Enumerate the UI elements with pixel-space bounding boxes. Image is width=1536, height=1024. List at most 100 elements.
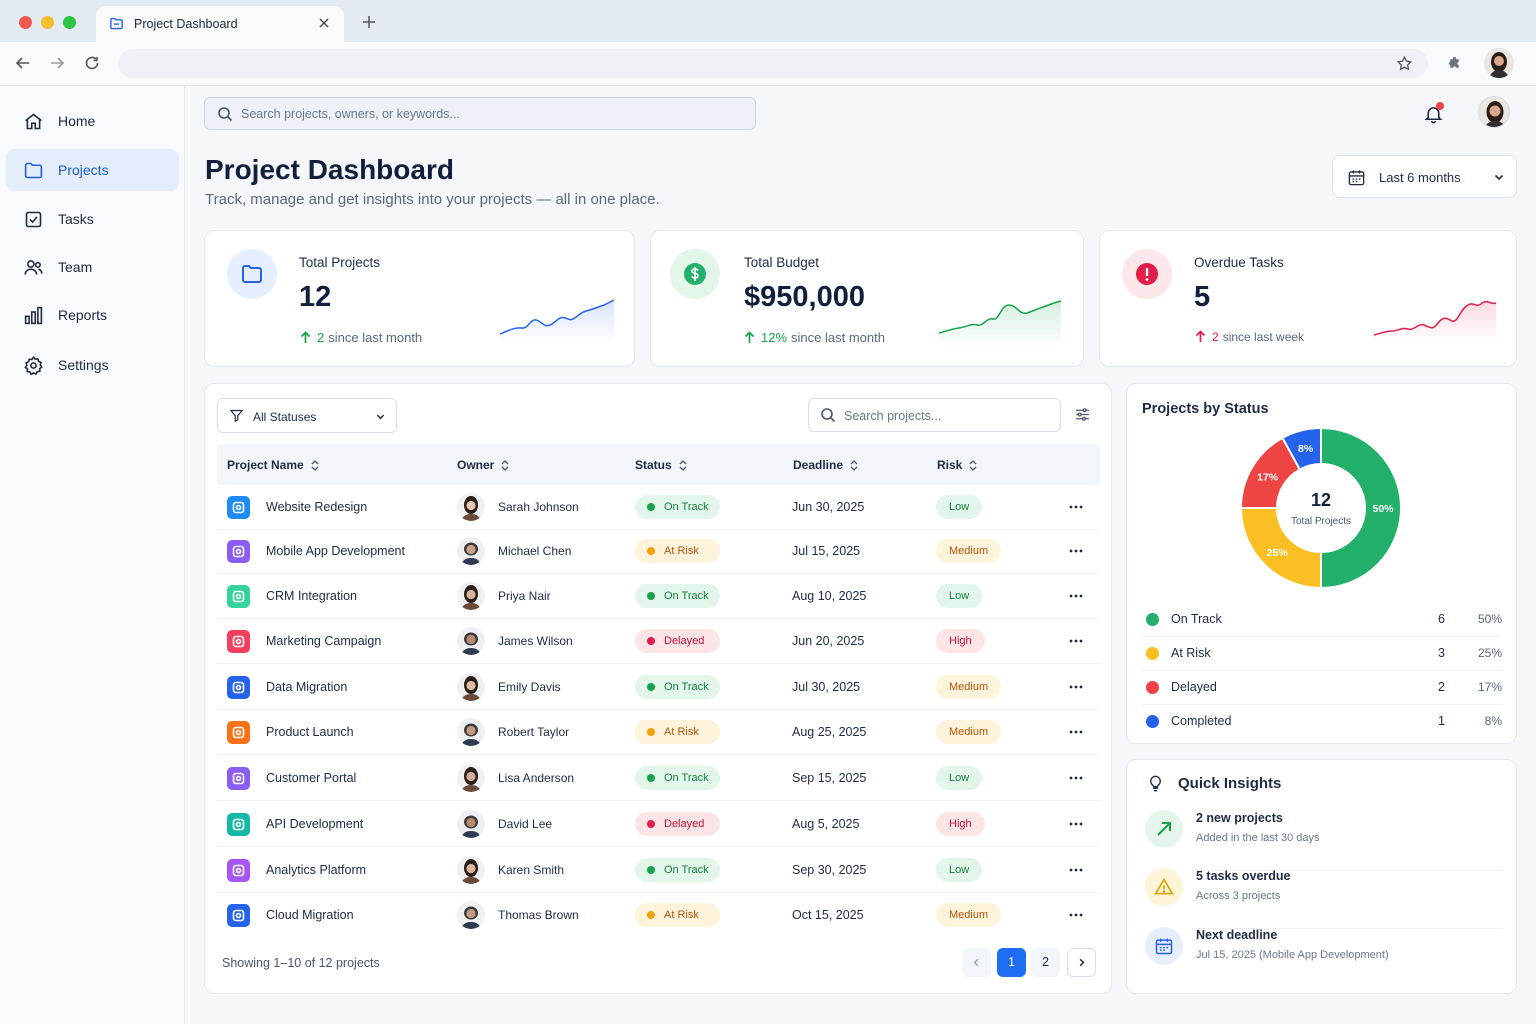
project-icon	[227, 859, 250, 882]
status-text: On Track	[664, 681, 709, 693]
date-range-select[interactable]: Last 6 months	[1332, 155, 1517, 198]
legend-percent: 17%	[1477, 680, 1502, 694]
sidebar-item-home[interactable]: Home	[6, 100, 179, 142]
column-header-status[interactable]: Status	[635, 458, 687, 472]
insight-tasks-overdue[interactable]: 5 tasks overdue Across 3 projects	[1145, 866, 1502, 922]
status-filter-select[interactable]: All Statuses	[217, 398, 397, 433]
risk-badge: Low	[936, 766, 983, 790]
back-icon[interactable]	[15, 55, 31, 71]
address-bar[interactable]	[118, 49, 1428, 78]
table-row[interactable]: Customer Portal Lisa Anderson On Track S…	[217, 756, 1100, 801]
project-name[interactable]: Website Redesign	[266, 500, 368, 514]
deadline: Sep 30, 2025	[792, 863, 867, 877]
legend-row-completed[interactable]: Completed 1 8%	[1142, 704, 1502, 738]
column-header-project-name[interactable]: Project Name	[227, 458, 319, 472]
sidebar-item-label: Tasks	[58, 211, 94, 227]
table-row[interactable]: API Development David Lee Delayed Aug 5,…	[217, 802, 1100, 847]
insight-next-deadline[interactable]: Next deadline Jul 15, 2025 (Mobile App D…	[1145, 925, 1502, 981]
more-options-icon[interactable]	[1069, 771, 1083, 785]
legend-count: 3	[1438, 646, 1445, 660]
column-label: Owner	[457, 458, 495, 472]
more-options-icon[interactable]	[1069, 725, 1083, 739]
more-options-icon[interactable]	[1069, 500, 1083, 514]
column-header-deadline[interactable]: Deadline	[793, 458, 858, 472]
project-icon	[227, 676, 250, 699]
new-tab-icon[interactable]	[362, 15, 376, 29]
prev-page-button[interactable]	[962, 948, 991, 977]
legend-percent: 50%	[1477, 612, 1502, 626]
global-search-input[interactable]: Search projects, owners, or keywords...	[204, 97, 756, 130]
table-row[interactable]: CRM Integration Priya Nair On Track Aug …	[217, 574, 1100, 619]
more-options-icon[interactable]	[1069, 680, 1083, 694]
bar-chart-icon	[23, 305, 44, 326]
divider	[1196, 928, 1502, 929]
legend-row-on-track[interactable]: On Track 6 50%	[1142, 602, 1502, 636]
sidebar-item-reports[interactable]: Reports	[6, 294, 179, 336]
owner-name: David Lee	[498, 817, 553, 831]
sidebar-item-settings[interactable]: Settings	[6, 344, 179, 386]
extensions-icon[interactable]	[1446, 55, 1463, 72]
project-name[interactable]: Product Launch	[266, 725, 354, 739]
project-name[interactable]: Analytics Platform	[266, 863, 367, 877]
column-header-owner[interactable]: Owner	[457, 458, 509, 472]
search-icon	[217, 106, 233, 122]
project-name[interactable]: Data Migration	[266, 680, 348, 694]
sidebar-item-team[interactable]: Team	[6, 246, 179, 288]
page-button-1[interactable]: 1	[997, 948, 1026, 977]
sidebar-item-projects[interactable]: Projects	[6, 149, 179, 191]
risk-badge: High	[936, 629, 985, 653]
table-row[interactable]: Product Launch Robert Taylor At Risk Aug…	[217, 710, 1100, 755]
user-avatar[interactable]	[1478, 96, 1510, 128]
table-row[interactable]: Cloud Migration Thomas Brown At Risk Oct…	[217, 893, 1100, 938]
kpi-label: Total Projects	[299, 255, 381, 270]
project-name[interactable]: API Development	[266, 817, 364, 831]
close-window-button[interactable]	[19, 16, 32, 29]
project-name[interactable]: Mobile App Development	[266, 544, 405, 558]
maximize-window-button[interactable]	[63, 16, 76, 29]
sidebar-item-tasks[interactable]: Tasks	[6, 198, 179, 240]
bookmark-star-icon[interactable]	[1396, 55, 1413, 72]
projects-by-status-card: Projects by Status 50% 25% 17% 8% 12 Total …	[1126, 383, 1517, 744]
more-options-icon[interactable]	[1069, 589, 1083, 603]
status-text: Delayed	[664, 635, 705, 647]
reload-icon[interactable]	[84, 55, 100, 71]
project-name[interactable]: Customer Portal	[266, 771, 357, 785]
donut-slice-label: 50%	[1372, 503, 1394, 515]
table-row[interactable]: Data Migration Emily Davis On Track Jul …	[217, 665, 1100, 710]
insight-new-projects[interactable]: 2 new projects Added in the last 30 days	[1145, 808, 1502, 864]
browser-tab[interactable]: Project Dashboard	[96, 6, 344, 42]
page-subtitle: Track, manage and get insights into your…	[205, 191, 660, 208]
next-page-button[interactable]	[1067, 948, 1096, 977]
table-search-input[interactable]: Search projects...	[808, 398, 1061, 432]
table-row[interactable]: Website Redesign Sarah Johnson On Track …	[217, 485, 1100, 530]
filter-icon	[229, 408, 244, 423]
divider	[1142, 704, 1502, 705]
table-row[interactable]: Marketing Campaign James Wilson Delayed …	[217, 619, 1100, 664]
column-header-risk[interactable]: Risk	[937, 458, 977, 472]
legend-row-delayed[interactable]: Delayed 2 17%	[1142, 670, 1502, 704]
project-name[interactable]: Marketing Campaign	[266, 634, 382, 648]
more-options-icon[interactable]	[1069, 817, 1083, 831]
status-text: At Risk	[664, 909, 699, 921]
project-name[interactable]: CRM Integration	[266, 589, 358, 603]
legend-row-at-risk[interactable]: At Risk 3 25%	[1142, 636, 1502, 670]
profile-avatar[interactable]	[1484, 48, 1514, 78]
more-options-icon[interactable]	[1069, 863, 1083, 877]
close-tab-icon[interactable]	[318, 17, 330, 29]
column-settings-icon[interactable]	[1074, 406, 1091, 423]
page-title: Project Dashboard	[205, 154, 454, 185]
page-button-2[interactable]: 2	[1031, 948, 1060, 977]
table-row[interactable]: Analytics Platform Karen Smith On Track …	[217, 848, 1100, 893]
kpi-delta-value: 2	[317, 330, 325, 345]
more-options-icon[interactable]	[1069, 544, 1083, 558]
insight-title: 2 new projects	[1196, 811, 1283, 825]
minimize-window-button[interactable]	[41, 16, 54, 29]
more-options-icon[interactable]	[1069, 634, 1083, 648]
more-options-icon[interactable]	[1069, 908, 1083, 922]
owner-avatar	[457, 493, 485, 521]
forward-icon[interactable]	[49, 55, 65, 71]
insight-subtitle: Jul 15, 2025 (Mobile App Development)	[1196, 949, 1389, 961]
project-name[interactable]: Cloud Migration	[266, 908, 354, 922]
table-row[interactable]: Mobile App Development Michael Chen At R…	[217, 529, 1100, 574]
browser-navbar	[0, 42, 1536, 86]
